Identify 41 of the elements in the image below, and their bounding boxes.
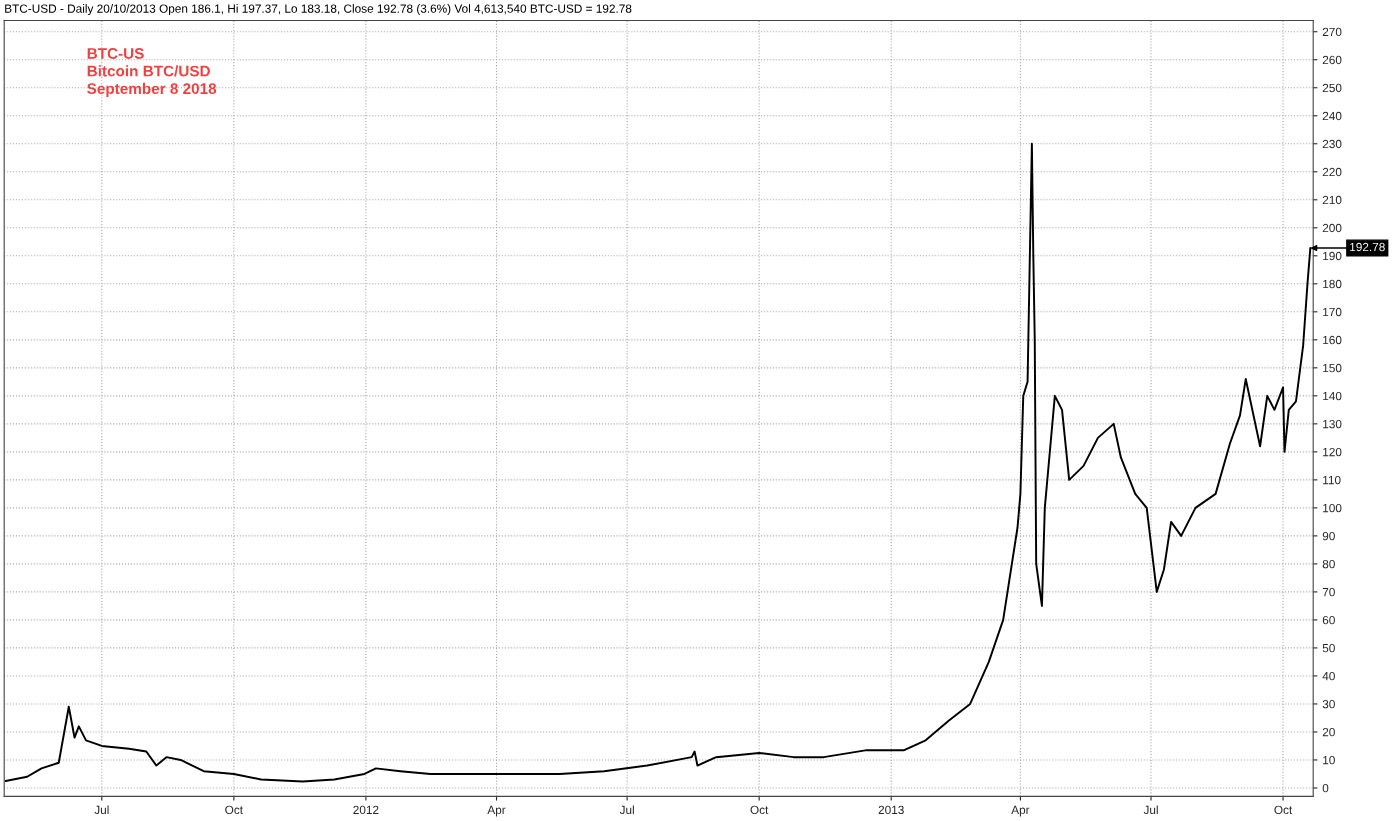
y-tick-label: 150 — [1323, 363, 1342, 373]
x-tick-label: Apr — [1011, 805, 1030, 817]
x-tick-label: Jul — [94, 805, 109, 815]
y-tick-label: 190 — [1323, 251, 1342, 261]
x-tick-label: Oct — [225, 805, 243, 815]
y-tick-label: 10 — [1323, 755, 1335, 765]
y-tick-label: 220 — [1322, 167, 1342, 177]
y-tick-label: 0 — [1322, 784, 1329, 793]
y-tick-label: 70 — [1322, 587, 1335, 597]
y-tick-label: 210 — [1322, 195, 1342, 205]
x-tick-label: 2012 — [353, 805, 379, 815]
y-tick-label: 110 — [1323, 475, 1341, 485]
y-tick-label: 80 — [1322, 559, 1335, 569]
annotation: BTC-US Bitcoin BTC/USD September 8 2018 — [87, 48, 217, 98]
y-tick-label: 180 — [1323, 279, 1342, 289]
x-tick-label: Jul — [619, 805, 634, 815]
y-tick-label: 230 — [1322, 139, 1342, 149]
y-tick-label: 130 — [1323, 419, 1342, 429]
x-tick-label: Oct — [750, 805, 769, 815]
y-tick-label: 200 — [1322, 223, 1342, 233]
y-tick-label: 170 — [1323, 307, 1342, 317]
y-tick-label: 60 — [1322, 615, 1335, 625]
y-tick-label: 100 — [1323, 503, 1342, 513]
y-tick-label: 90 — [1322, 531, 1335, 541]
y-tick-label: 160 — [1323, 335, 1342, 345]
y-tick-label: 30 — [1322, 699, 1335, 709]
chart-title: BTC-USD - Daily 20/10/2013 Open 186.1, Hi 197.37, Lo 183.18, Close 192.78 (3.6%) Vol 4,613,540 BTC-USD = 192.78 — [5, 4, 632, 16]
y-tick-label: 40 — [1322, 671, 1335, 681]
y-tick-label: 50 — [1322, 643, 1335, 653]
y-tick-label: 120 — [1323, 447, 1342, 457]
y-tick-label: 240 — [1322, 111, 1342, 121]
y-tick-label: 270 — [1322, 27, 1342, 37]
text: 192.78 — [1350, 242, 1385, 252]
y-tick-label: 20 — [1322, 727, 1335, 737]
x-tick-label: Oct — [1274, 805, 1293, 815]
y-tick-label: 140 — [1323, 391, 1342, 401]
y-tick-label: 260 — [1322, 55, 1342, 65]
x-tick-label: Jul — [1143, 805, 1158, 815]
x-tick-label: 2013 — [878, 805, 904, 815]
x-tick-label: Apr — [487, 805, 506, 817]
y-tick-label: 250 — [1322, 83, 1342, 93]
